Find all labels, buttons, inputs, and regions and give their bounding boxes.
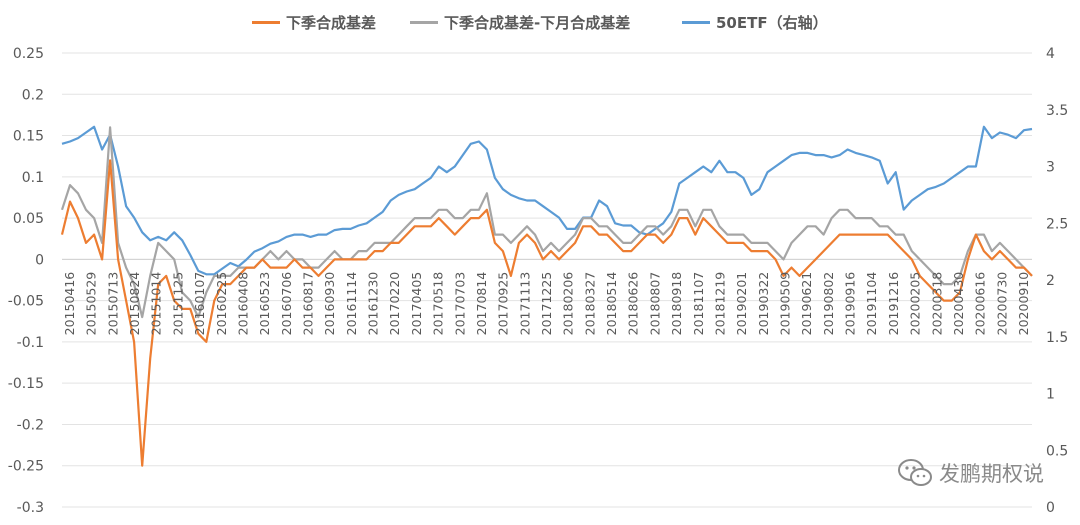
y-left-tick-label: 0 [35,252,44,268]
y-right-tick-label: 1.5 [1046,330,1068,346]
x-tick-label: 20170220 [387,272,402,336]
x-tick-label: 20160930 [322,272,337,336]
y-right-tick-label: 2.5 [1046,216,1068,232]
y-left-tick-label: 0.15 [13,129,44,145]
x-tick-label: 20160523 [257,272,272,336]
x-tick-label: 20191216 [886,272,901,336]
series-line [60,126,1033,319]
x-tick-label: 20190509 [778,272,793,336]
x-tick-label: 20200730 [994,272,1009,336]
x-tick-label: 20190802 [821,272,836,336]
legend-swatch [252,21,280,24]
x-tick-label: 20160225 [214,272,229,336]
legend-swatch [410,21,438,24]
x-tick-label: 20151125 [170,272,185,336]
x-tick-label: 20180807 [647,272,662,336]
x-tick-label: 20160408 [236,272,251,336]
x-tick-label: 20190621 [799,272,814,336]
x-tick-label: 20200430 [951,272,966,336]
x-tick-label: 20190322 [756,272,771,336]
y-left-tick-label: -0.05 [8,294,44,310]
y-left-tick-label: -0.1 [17,335,44,351]
y-right-tick-label: 3.5 [1046,103,1068,119]
x-tick-label: 20180514 [604,272,619,336]
y-right-tick-label: 2 [1046,273,1055,289]
x-tick-label: 20170814 [474,272,489,336]
x-tick-label: 20180626 [626,272,641,336]
x-tick-label: 20181107 [691,272,706,336]
x-tick-label: 20180206 [561,272,576,336]
x-tick-label: 20171113 [517,272,532,336]
y-right-tick-label: 3 [1046,160,1055,176]
y-left-tick-label: 0.1 [22,170,44,186]
y-left-tick-label: -0.25 [8,459,44,475]
series-line [61,125,1033,276]
legend-item-50etf: 50ETF（右轴） [682,12,828,33]
y-left-tick-label: 0.25 [13,46,44,62]
wechat-icon [898,459,932,486]
x-tick-label: 20160817 [301,272,316,336]
y-right-tick-label: 0 [1046,500,1055,516]
x-tick-label: 20200318 [929,272,944,336]
x-tick-label: 20191104 [864,272,879,336]
legend-label: 50ETF（右轴） [716,14,828,32]
series-line [60,159,1033,467]
x-tick-label: 20180327 [582,272,597,336]
x-tick-label: 20170518 [431,272,446,336]
x-tick-label: 20160107 [192,272,207,336]
x-tick-label: 20150529 [84,272,99,336]
x-tick-label: 20200616 [973,272,988,336]
x-tick-label: 20190916 [843,272,858,336]
x-tick-label: 20151014 [149,272,164,336]
x-tick-label: 20161230 [366,272,381,336]
y-right-tick-label: 0.5 [1046,443,1068,459]
y-left-tick-label: 0.2 [22,87,44,103]
x-tick-label: 20181219 [713,272,728,336]
y-right-tick-label: 4 [1046,46,1055,62]
x-tick-label: 20160706 [279,272,294,336]
y-left-tick-label: 0.05 [13,211,44,227]
x-tick-label: 20200910 [1016,272,1031,336]
x-tick-label: 20170703 [452,272,467,336]
y-left-tick-label: -0.3 [17,500,44,516]
watermark-text: 发鹏期权说 [939,462,1044,486]
x-tick-label: 20200205 [908,272,923,336]
legend-item-next-quarter-basis: 下季合成基差 [252,12,376,33]
legend: 下季合成基差 下季合成基差-下月合成基差 50ETF（右轴） [0,8,1080,36]
y-right-tick-label: 1 [1046,387,1055,403]
x-tick-label: 20171225 [539,272,554,336]
x-tick-label: 20170925 [496,272,511,336]
legend-swatch [682,21,710,24]
x-tick-label: 20150824 [127,272,142,336]
y-left-tick-label: -0.2 [17,417,44,433]
legend-label: 下季合成基差 [286,14,377,32]
watermark: 发鹏期权说 [897,458,1044,488]
x-tick-label: 20170405 [409,272,424,336]
x-tick-label: 20150416 [62,272,77,336]
x-tick-label: 20190201 [734,272,749,336]
legend-item-basis-spread: 下季合成基差-下月合成基差 [410,12,630,33]
x-tick-label: 20180918 [669,272,684,336]
x-tick-label: 20161114 [344,272,359,336]
y-left-tick-label: -0.15 [8,376,44,392]
x-tick-label: 20150713 [105,272,120,336]
legend-label: 下季合成基差-下月合成基差 [444,14,631,32]
